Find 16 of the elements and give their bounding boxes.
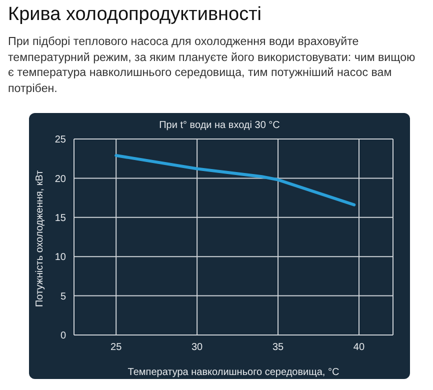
x-axis-title: Температура навколишнього середовища, °C: [128, 367, 340, 378]
line-series: [114, 154, 356, 206]
x-tick-label: 30: [192, 342, 204, 354]
y-tick-label: 15: [54, 212, 66, 224]
y-tick-label: 10: [54, 252, 66, 264]
x-tick-label: 25: [110, 342, 122, 354]
chart-title: Крива холодопродуктивності: [8, 4, 262, 26]
x-tick-label: 40: [353, 342, 365, 354]
y-tick-label: 5: [60, 291, 66, 302]
text: При t° води на вході 30 °C: [158, 120, 281, 131]
y-tick-label: 25: [54, 134, 66, 146]
y-tick-label: 0: [60, 330, 66, 342]
y-tick-label: 20: [54, 174, 66, 185]
y-axis-title: Потужність охолодження, кВт: [34, 170, 46, 307]
x-tick-label: 35: [272, 342, 284, 354]
chart-subtitle: При підборі теплового насоса для охолодження води враховуйте температурний режим, за яким плануєте його використовувати: чим вищою є температура навколишнього середовища, тим потужніший насос вам потрібен.: [8, 34, 416, 96]
